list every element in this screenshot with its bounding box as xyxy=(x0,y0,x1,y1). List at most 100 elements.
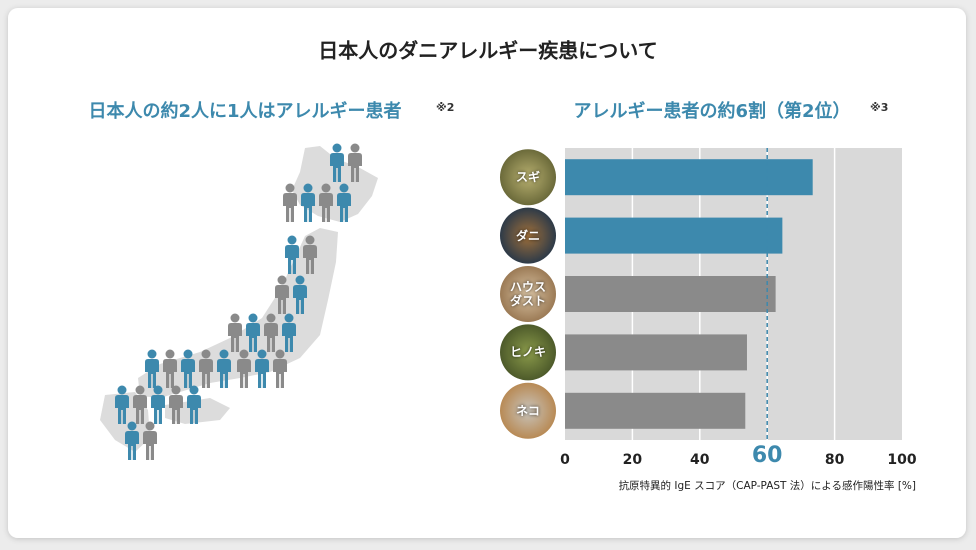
bar xyxy=(565,334,747,371)
person-head xyxy=(165,349,175,359)
person-head xyxy=(230,313,240,323)
person-head xyxy=(171,385,181,395)
person-body xyxy=(319,193,333,222)
person-head xyxy=(285,183,295,193)
person-head xyxy=(127,421,137,431)
person-head xyxy=(248,313,258,323)
person-icon xyxy=(348,143,362,182)
person-head xyxy=(287,235,297,245)
bar xyxy=(565,159,813,196)
person-icon xyxy=(246,313,260,352)
chart-subtitle: アレルギー患者の約6割（第2位） xyxy=(573,100,850,122)
x-axis-label: 抗原特異的 IgE スコア（CAP-PAST 法）による感作陽性率 [%] xyxy=(619,479,916,492)
bar xyxy=(565,217,783,254)
person-head xyxy=(295,275,305,285)
x-tick-label: 80 xyxy=(825,452,845,468)
person-icon xyxy=(199,349,213,388)
category-label-box: ネコ xyxy=(516,403,540,418)
person-body xyxy=(151,395,165,424)
category-label-box: ハウスダスト xyxy=(510,280,546,308)
person-body xyxy=(264,323,278,352)
person-body xyxy=(145,359,159,388)
person-body xyxy=(348,153,362,182)
person-icon xyxy=(264,313,278,352)
left-subtitle: 日本人の約2人に1人はアレルギー患者 xyxy=(88,100,401,122)
person-head xyxy=(350,143,360,153)
person-head xyxy=(303,183,313,193)
person-body xyxy=(133,395,147,424)
person-body xyxy=(115,395,129,424)
category-photo xyxy=(500,207,556,264)
person-icon xyxy=(330,143,344,182)
person-icon xyxy=(163,349,177,388)
title: 日本人のダニアレルギー疾患について xyxy=(318,39,657,63)
person-icon xyxy=(237,349,251,388)
person-icon xyxy=(282,313,296,352)
person-body xyxy=(255,359,269,388)
person-head xyxy=(135,385,145,395)
person-head xyxy=(117,385,127,395)
x-tick-label: 60 xyxy=(752,443,783,468)
person-head xyxy=(284,313,294,323)
category-label-box: ダニ xyxy=(515,228,540,243)
person-head xyxy=(189,385,199,395)
person-icon xyxy=(228,313,242,352)
person-icon xyxy=(275,275,289,314)
person-icon xyxy=(169,385,183,424)
person-body xyxy=(293,285,307,314)
person-body xyxy=(283,193,297,222)
person-head xyxy=(277,275,287,285)
person-icon xyxy=(151,385,165,424)
person-head xyxy=(145,421,155,431)
category-photo xyxy=(500,266,556,322)
person-body xyxy=(301,193,315,222)
person-icon xyxy=(217,349,231,388)
person-body xyxy=(228,323,242,352)
note: ※3 xyxy=(870,101,888,114)
person-body xyxy=(187,395,201,424)
category-label-box: ヒノキ xyxy=(510,345,546,359)
person-body xyxy=(282,323,296,352)
person-head xyxy=(257,349,267,359)
person-body xyxy=(163,359,177,388)
person-body xyxy=(169,395,183,424)
category-photo xyxy=(500,382,556,439)
person-body xyxy=(143,431,157,460)
person-icon xyxy=(319,183,333,222)
person-body xyxy=(246,323,260,352)
person-icon xyxy=(283,183,297,222)
person-body xyxy=(330,153,344,182)
person-icon xyxy=(301,183,315,222)
person-body xyxy=(181,359,195,388)
person-body xyxy=(275,285,289,314)
person-head xyxy=(239,349,249,359)
category-label: ダニ xyxy=(515,228,540,243)
person-icon xyxy=(145,349,159,388)
person-icon xyxy=(303,235,317,274)
category-label: スギ xyxy=(515,170,540,185)
person-icon xyxy=(273,349,287,388)
person-head xyxy=(275,349,285,359)
person-icon xyxy=(293,275,307,314)
person-body xyxy=(217,359,231,388)
category-label: ネコ xyxy=(516,403,540,418)
person-icon xyxy=(143,421,157,460)
person-body xyxy=(273,359,287,388)
person-head xyxy=(201,349,211,359)
x-tick-label: 20 xyxy=(623,452,643,468)
x-tick-label: 100 xyxy=(887,452,916,468)
x-tick-label: 0 xyxy=(560,452,570,468)
person-body xyxy=(199,359,213,388)
x-tick-label: 40 xyxy=(690,452,710,468)
person-icon xyxy=(255,349,269,388)
person-head xyxy=(305,235,315,245)
note: ※2 xyxy=(436,101,454,114)
bar xyxy=(565,276,776,312)
category-label-box: スギ xyxy=(515,170,540,185)
person-head xyxy=(219,349,229,359)
person-icon xyxy=(337,183,351,222)
person-head xyxy=(266,313,276,323)
person-body xyxy=(125,431,139,460)
